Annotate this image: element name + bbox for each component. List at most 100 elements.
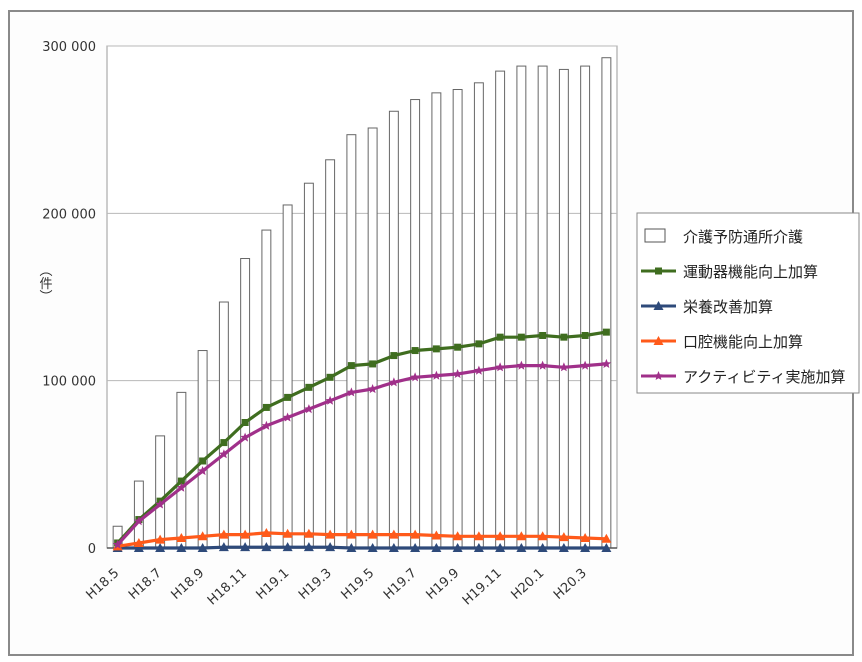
series-point bbox=[537, 543, 548, 552]
series-point bbox=[176, 543, 187, 552]
legend-marker bbox=[653, 371, 664, 380]
series-point bbox=[474, 365, 484, 375]
series-point bbox=[560, 333, 568, 341]
series-point bbox=[410, 543, 421, 552]
series-point bbox=[539, 331, 547, 339]
series-point bbox=[155, 499, 165, 509]
series-point bbox=[389, 377, 399, 387]
series-point bbox=[155, 543, 166, 552]
series-point bbox=[218, 529, 229, 539]
x-tick-label: H18.5 bbox=[83, 566, 122, 603]
legend-entry: 運動器機能向上加算 bbox=[683, 263, 818, 281]
series-point bbox=[240, 529, 251, 539]
series-point bbox=[155, 534, 166, 544]
series-point bbox=[452, 543, 463, 552]
x-tick-label: H19.5 bbox=[338, 566, 377, 603]
series-point bbox=[112, 539, 123, 549]
series-point bbox=[197, 543, 208, 552]
series-point bbox=[516, 543, 527, 552]
bar bbox=[218, 301, 229, 549]
series-point bbox=[197, 531, 208, 541]
series-point bbox=[516, 531, 527, 541]
series-point bbox=[177, 477, 185, 485]
bar bbox=[601, 57, 612, 549]
legend-entry: 栄養改善加算 bbox=[683, 298, 773, 316]
legend: 介護予防通所介護運動器機能向上加算栄養改善加算口腔機能向上加算アクティビティ実施… bbox=[636, 212, 860, 394]
bar bbox=[133, 480, 144, 549]
series-point bbox=[473, 531, 484, 541]
series-point bbox=[496, 333, 504, 341]
series-line bbox=[116, 362, 607, 546]
series-point bbox=[495, 543, 506, 552]
series-point bbox=[454, 343, 462, 351]
series-point bbox=[346, 529, 357, 539]
bar bbox=[367, 127, 378, 549]
x-tick-label: H19.9 bbox=[423, 566, 462, 603]
x-tick-label: H19.3 bbox=[296, 566, 335, 603]
bar bbox=[495, 70, 506, 549]
series-point bbox=[282, 528, 293, 538]
series-point bbox=[240, 432, 250, 442]
legend-entry: 介護予防通所介護 bbox=[683, 228, 803, 246]
bar bbox=[240, 258, 251, 549]
series-point bbox=[601, 543, 612, 552]
series-point bbox=[559, 362, 569, 372]
y-tick-label: 200 000 bbox=[42, 207, 96, 222]
series-point bbox=[495, 531, 506, 541]
series-line bbox=[117, 545, 607, 550]
series-point bbox=[176, 532, 187, 542]
series-line bbox=[116, 330, 607, 545]
legend-entry: 口腔機能向上加算 bbox=[683, 333, 803, 351]
series-point bbox=[580, 543, 591, 552]
bar bbox=[346, 134, 357, 549]
series-point bbox=[369, 360, 377, 368]
y-tick-label: 100 000 bbox=[42, 375, 96, 390]
series-point bbox=[220, 439, 228, 447]
legend-entry: アクティビティ実施加算 bbox=[683, 368, 845, 386]
x-tick-label: H20.1 bbox=[508, 566, 547, 603]
series-point bbox=[282, 412, 293, 422]
series-point bbox=[303, 528, 314, 538]
series-point bbox=[537, 531, 548, 541]
series-point bbox=[282, 542, 293, 552]
series-point bbox=[558, 532, 569, 542]
series-point bbox=[516, 360, 527, 370]
series-point bbox=[303, 542, 314, 552]
series-point bbox=[580, 532, 591, 542]
series-point bbox=[537, 360, 548, 370]
series-point bbox=[367, 384, 378, 394]
series-point bbox=[452, 531, 463, 541]
bar bbox=[431, 92, 442, 549]
x-tick-label: H18.11 bbox=[205, 566, 250, 609]
x-tick-label: H19.7 bbox=[381, 566, 420, 603]
legend-marker bbox=[653, 336, 664, 345]
bar bbox=[261, 229, 272, 549]
series-point bbox=[388, 529, 399, 539]
x-tick-label: H19.1 bbox=[253, 566, 292, 603]
series-point bbox=[305, 383, 313, 391]
series-point bbox=[219, 449, 229, 459]
x-tick-label: H19.11 bbox=[460, 566, 505, 609]
x-tick-label: H20.3 bbox=[551, 566, 590, 603]
bar bbox=[155, 435, 166, 549]
series-point bbox=[261, 527, 272, 537]
series-point bbox=[261, 420, 272, 430]
series-point bbox=[473, 543, 484, 552]
legend-marker bbox=[653, 301, 664, 310]
series-point bbox=[262, 403, 270, 411]
bar bbox=[388, 110, 399, 549]
bar bbox=[325, 159, 336, 549]
bar bbox=[410, 99, 421, 549]
series-point bbox=[240, 542, 251, 552]
series-point bbox=[133, 537, 144, 547]
legend-marker bbox=[655, 267, 662, 275]
series-point bbox=[325, 542, 336, 552]
bar bbox=[516, 65, 527, 549]
series-point bbox=[134, 516, 144, 526]
series-point bbox=[261, 542, 272, 552]
series-point bbox=[218, 542, 229, 552]
series-point bbox=[410, 529, 421, 539]
series-point bbox=[580, 360, 590, 370]
series-point bbox=[347, 362, 355, 370]
